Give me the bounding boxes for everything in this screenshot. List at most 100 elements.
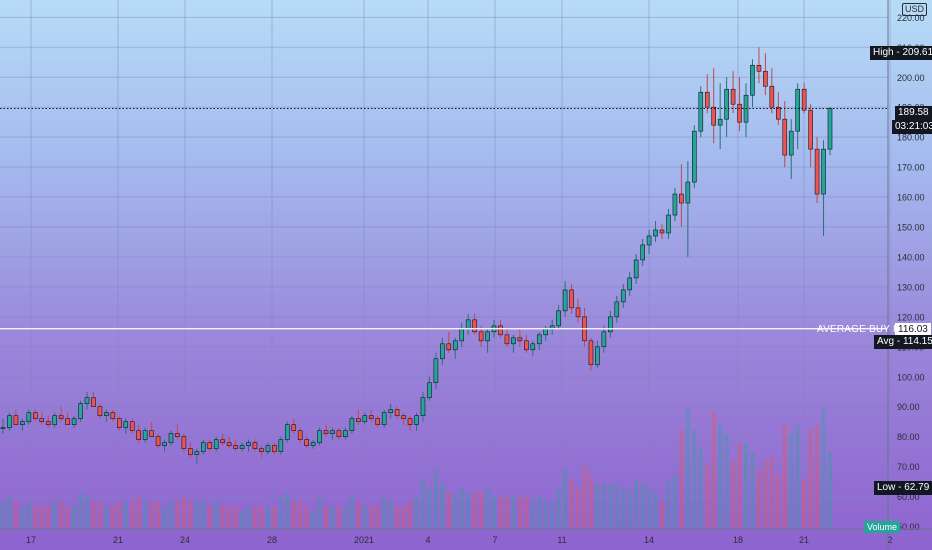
candle-body bbox=[543, 328, 549, 336]
candle-body bbox=[407, 418, 413, 425]
candle-body bbox=[349, 418, 355, 431]
candle-body bbox=[808, 109, 813, 150]
currency-label[interactable]: USD bbox=[902, 3, 928, 16]
candle-body bbox=[116, 418, 122, 428]
candle-body bbox=[595, 346, 600, 366]
candle-body bbox=[136, 430, 141, 440]
volume-bar bbox=[97, 501, 102, 528]
candle-body bbox=[821, 148, 826, 195]
y-tick-label: 100.00 bbox=[897, 372, 925, 382]
candle-body bbox=[110, 412, 116, 419]
volume-bar bbox=[91, 501, 96, 528]
candle-body bbox=[317, 430, 322, 443]
candle-body bbox=[129, 421, 135, 431]
volume-bar bbox=[640, 483, 645, 528]
volume-bar bbox=[214, 501, 219, 528]
volume-bar bbox=[769, 456, 774, 528]
candle-body bbox=[659, 229, 665, 234]
volume-bar bbox=[369, 506, 374, 528]
volume-bar bbox=[647, 488, 652, 528]
candle-body bbox=[71, 418, 77, 425]
volume-bar bbox=[265, 506, 270, 528]
volume-bar bbox=[808, 429, 813, 528]
low-label: Low bbox=[877, 482, 896, 493]
volume-bar bbox=[291, 501, 296, 528]
volume-bar bbox=[459, 488, 464, 528]
volume-bar bbox=[136, 497, 141, 528]
candle-body bbox=[310, 442, 316, 446]
candle-body bbox=[181, 436, 187, 449]
candle-body bbox=[717, 118, 723, 126]
volume-bar bbox=[26, 501, 31, 528]
price-candles bbox=[0, 47, 833, 464]
candle-body bbox=[633, 259, 639, 279]
volume-bar bbox=[731, 461, 736, 528]
volume-bar bbox=[750, 452, 755, 528]
volume-bar bbox=[162, 506, 167, 528]
candle-body bbox=[278, 439, 284, 452]
candle-body bbox=[375, 418, 381, 425]
volume-bar bbox=[311, 510, 316, 528]
volume-bar bbox=[537, 497, 542, 528]
candle-body bbox=[200, 442, 206, 452]
volume-bar bbox=[498, 497, 503, 528]
volume-bar bbox=[298, 501, 303, 528]
candle-body bbox=[756, 64, 762, 72]
volume-bar bbox=[168, 501, 173, 528]
candle-body bbox=[730, 88, 736, 105]
volume-bar bbox=[569, 479, 574, 528]
candle-body bbox=[142, 430, 148, 440]
candle-body bbox=[188, 448, 193, 455]
candle-body bbox=[91, 397, 96, 407]
volume-bar bbox=[827, 452, 833, 528]
volume-bar bbox=[692, 429, 697, 528]
volume-bar bbox=[7, 497, 12, 528]
y-tick-label: 80.00 bbox=[897, 432, 920, 442]
x-tick-label: 11 bbox=[557, 535, 566, 545]
candle-body bbox=[246, 442, 251, 446]
volume-bar bbox=[130, 501, 135, 528]
candle-body bbox=[388, 409, 393, 413]
candle-body bbox=[608, 316, 613, 333]
candle-body bbox=[692, 130, 697, 183]
candle-body bbox=[511, 337, 516, 345]
volume-bar bbox=[349, 497, 354, 528]
volume-bar bbox=[582, 465, 587, 528]
candle-body bbox=[485, 331, 490, 342]
volume-bar bbox=[737, 443, 742, 528]
y-tick-label: 130.00 bbox=[897, 282, 925, 292]
volume-bar bbox=[660, 501, 665, 528]
volume-bar bbox=[815, 425, 820, 528]
volume-bar bbox=[304, 506, 309, 528]
candle-body bbox=[640, 244, 645, 261]
candle-body bbox=[265, 445, 271, 452]
candle-body bbox=[213, 439, 219, 449]
y-tick-label: 120.00 bbox=[897, 312, 925, 322]
volume-bar bbox=[550, 501, 555, 528]
candle-body bbox=[272, 445, 277, 452]
x-tick-label: 17 bbox=[26, 535, 36, 545]
low-tag: Low - 62.79 bbox=[874, 481, 932, 495]
volume-bar bbox=[440, 483, 445, 528]
volume-bar bbox=[382, 497, 387, 528]
candle-body bbox=[653, 229, 658, 237]
candle-body bbox=[685, 181, 691, 204]
candle-body bbox=[52, 415, 57, 425]
volume-bar bbox=[782, 425, 787, 528]
volume-bar bbox=[614, 483, 619, 528]
candle-body bbox=[162, 442, 167, 446]
candle-body bbox=[356, 418, 361, 422]
average-buy-price-label: AVERAGE BUY PRICE bbox=[817, 324, 925, 335]
candle-body bbox=[330, 430, 335, 434]
y-tick-label: 200.00 bbox=[897, 73, 925, 83]
volume-bar bbox=[252, 506, 257, 528]
candle-body bbox=[26, 412, 32, 422]
candle-body bbox=[104, 412, 109, 416]
volume-bar bbox=[492, 497, 497, 528]
candle-body bbox=[620, 289, 626, 303]
x-tick-label: 18 bbox=[733, 535, 743, 545]
x-tick-label: 28 bbox=[267, 535, 277, 545]
volume-bar bbox=[588, 474, 593, 528]
candle-body bbox=[569, 289, 574, 309]
